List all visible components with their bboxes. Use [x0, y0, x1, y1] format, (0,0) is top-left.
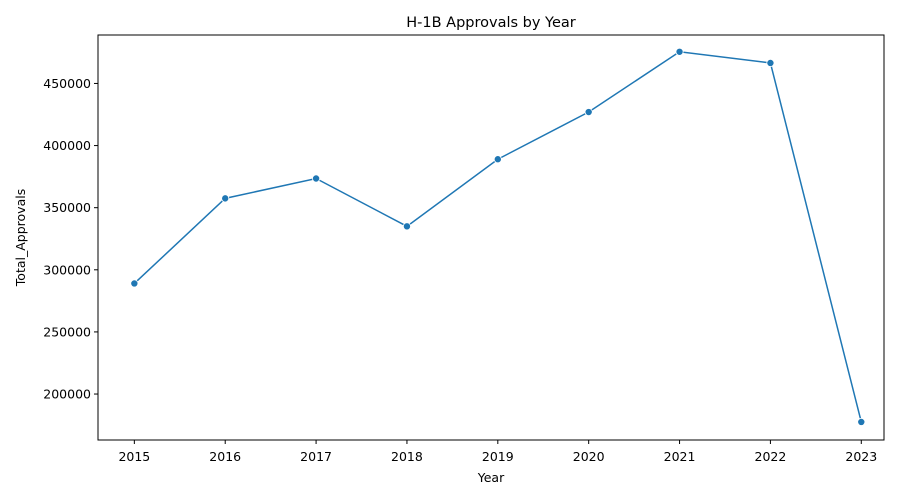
data-point — [130, 279, 139, 288]
x-tick-label: 2017 — [300, 449, 332, 464]
y-tick-label: 250000 — [43, 324, 91, 339]
y-tick-label: 400000 — [43, 138, 91, 153]
data-point — [857, 417, 866, 426]
data-point — [402, 222, 411, 231]
y-tick-label: 350000 — [43, 200, 91, 215]
x-tick-label: 2021 — [664, 449, 696, 464]
data-point — [766, 58, 775, 67]
x-tick-label: 2019 — [482, 449, 514, 464]
data-point — [493, 155, 502, 164]
x-tick-label: 2015 — [118, 449, 150, 464]
x-tick-label: 2023 — [845, 449, 877, 464]
x-tick-label: 2018 — [391, 449, 423, 464]
plot-frame — [97, 34, 885, 441]
data-point — [312, 174, 321, 183]
x-tick-label: 2016 — [209, 449, 241, 464]
x-axis: 2015 2016 2017 2018 2019 2020 2021 2022 2023 — [118, 440, 877, 464]
series-markers — [130, 47, 866, 426]
x-axis-label: Year — [477, 470, 505, 485]
y-axis-label: Total_Approvals — [13, 189, 28, 287]
y-tick-label: 300000 — [43, 262, 91, 277]
x-tick-label: 2020 — [573, 449, 605, 464]
data-point — [221, 194, 230, 203]
data-point — [584, 108, 593, 117]
chart-title: H-1B Approvals by Year — [406, 15, 576, 31]
data-point — [675, 47, 684, 56]
y-axis: 200000 250000 300000 350000 400000 450000 — [43, 76, 98, 402]
x-tick-label: 2022 — [755, 449, 787, 464]
y-tick-label: 450000 — [43, 76, 91, 91]
series-line — [133, 50, 863, 423]
y-tick-label: 200000 — [43, 387, 91, 402]
